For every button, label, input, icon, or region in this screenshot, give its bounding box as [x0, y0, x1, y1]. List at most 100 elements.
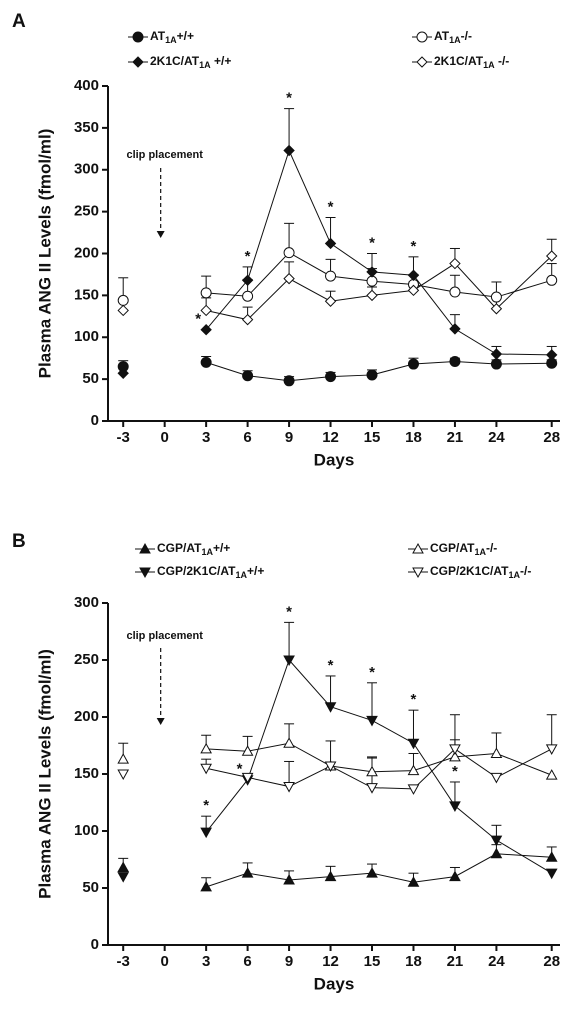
data-point	[366, 765, 378, 777]
data-point	[545, 769, 558, 780]
x-tick-label: 21	[447, 429, 464, 446]
legend-label: AT1A-/-	[434, 29, 472, 45]
y-tick-label: 100	[74, 328, 99, 345]
data-point	[490, 747, 503, 758]
data-point	[449, 286, 461, 298]
data-point	[117, 304, 129, 317]
y-axis-title: Plasma ANG II Levels (fmol/ml)	[35, 129, 54, 379]
series-line	[205, 149, 552, 356]
arrow-head	[156, 231, 165, 238]
y-tick-label: 150	[74, 286, 99, 303]
data-point	[283, 782, 295, 793]
data-point	[241, 772, 254, 784]
x-tick-label: 3	[202, 953, 210, 970]
data-point	[545, 744, 558, 755]
x-tick-label: 12	[322, 429, 339, 446]
x-tick-label: 15	[364, 429, 381, 446]
x-tick-label: 28	[543, 953, 560, 970]
x-tick-label: 12	[322, 953, 339, 970]
significance-mark: *	[195, 311, 201, 328]
x-tick-label: 9	[285, 429, 293, 446]
data-point	[449, 801, 461, 812]
data-point	[283, 247, 295, 259]
data-point	[366, 289, 378, 302]
x-axis-title: Days	[314, 450, 355, 469]
data-point	[200, 304, 212, 317]
data-point	[545, 349, 558, 361]
x-tick-label: 3	[202, 429, 210, 446]
y-tick-label: 400	[74, 77, 99, 94]
data-point	[407, 738, 420, 750]
x-tick-label: 0	[161, 429, 169, 446]
x-axis-title: Days	[314, 974, 355, 993]
data-point	[407, 764, 420, 776]
significance-mark: *	[411, 691, 417, 708]
significance-mark: *	[369, 664, 375, 681]
significance-mark: *	[452, 763, 458, 780]
data-point	[283, 375, 295, 387]
data-point	[366, 867, 378, 878]
data-point	[490, 835, 503, 847]
data-point	[117, 769, 130, 781]
legend-marker	[412, 542, 424, 554]
significance-mark: *	[328, 657, 334, 674]
data-point	[117, 294, 129, 306]
x-tick-label: 18	[405, 429, 422, 446]
data-point	[241, 867, 254, 878]
data-point	[324, 237, 337, 250]
data-point	[545, 868, 558, 880]
data-point	[324, 870, 337, 882]
data-point	[283, 737, 295, 748]
series-line	[206, 742, 552, 776]
data-point	[490, 303, 503, 315]
x-tick-label: -3	[117, 953, 130, 970]
legend-marker	[416, 56, 428, 68]
data-point	[449, 750, 461, 762]
data-point	[200, 880, 212, 892]
data-point	[490, 291, 502, 303]
data-point	[407, 876, 420, 887]
x-tick-label: 6	[243, 953, 251, 970]
y-tick-label: 50	[82, 879, 99, 896]
arrow-head	[156, 718, 165, 725]
x-tick-label: 24	[488, 429, 505, 446]
data-point	[200, 287, 212, 299]
series-line	[205, 853, 552, 888]
data-point	[283, 144, 295, 157]
data-point	[490, 772, 503, 784]
data-point	[283, 873, 295, 885]
significance-mark: *	[328, 198, 334, 215]
significance-mark: *	[369, 234, 375, 251]
y-tick-label: 0	[91, 936, 99, 953]
y-tick-label: 150	[74, 765, 99, 782]
legend-marker	[416, 31, 428, 43]
panel-label: B	[12, 531, 26, 552]
data-point	[545, 851, 558, 862]
x-tick-label: 18	[405, 953, 422, 970]
legend-label: CGP/AT1A-/-	[430, 541, 497, 557]
data-point	[117, 872, 130, 883]
data-point	[366, 783, 378, 794]
x-tick-label: 28	[543, 429, 560, 446]
data-point	[200, 356, 212, 368]
significance-mark: *	[411, 238, 417, 255]
data-point	[200, 763, 212, 775]
data-point	[545, 250, 558, 262]
x-tick-label: -3	[117, 429, 130, 446]
y-tick-label: 50	[82, 370, 99, 387]
data-point	[200, 827, 212, 839]
data-point	[449, 257, 461, 270]
data-point	[407, 358, 419, 370]
x-tick-label: 21	[447, 953, 464, 970]
data-point	[366, 266, 378, 278]
data-point	[200, 742, 212, 754]
series-line	[205, 659, 552, 874]
x-tick-label: 9	[285, 953, 293, 970]
data-point	[242, 370, 254, 382]
data-point	[117, 861, 130, 872]
annotation: clip placement	[126, 630, 203, 642]
y-tick-label: 200	[74, 244, 99, 261]
panel-label: A	[12, 11, 26, 32]
data-point	[449, 870, 461, 882]
